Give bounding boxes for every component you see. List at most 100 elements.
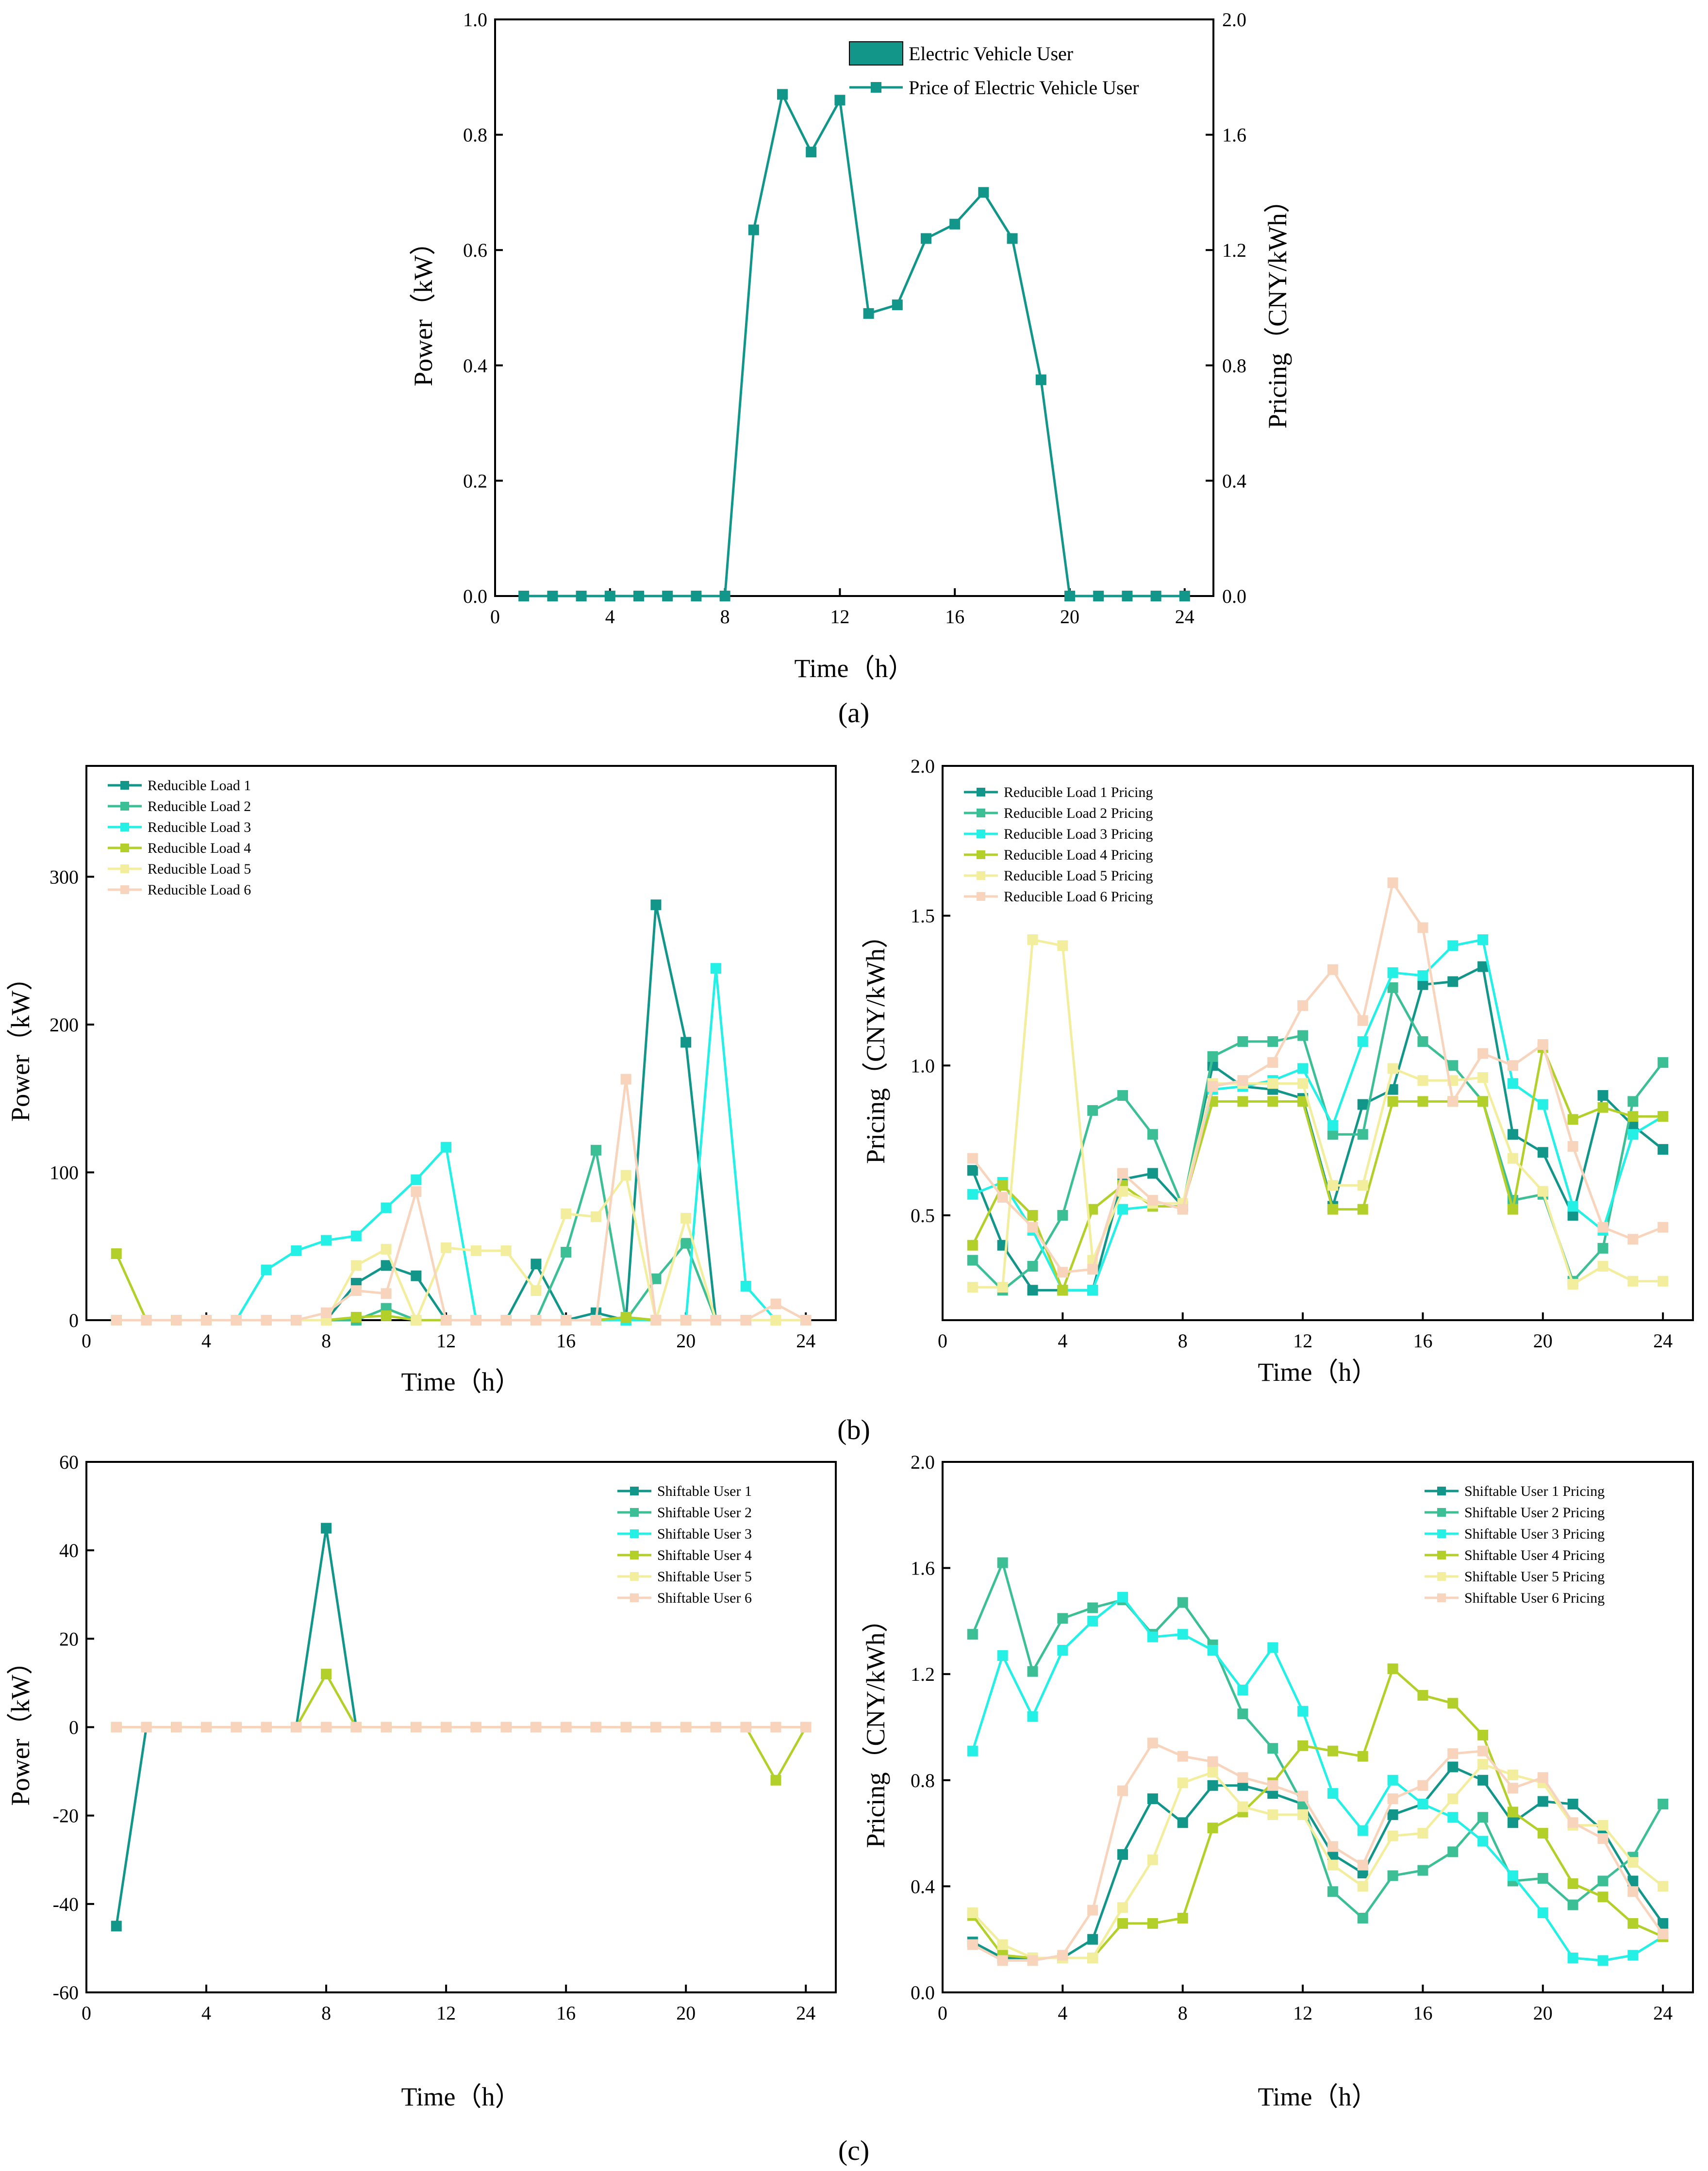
data-point [1567,1201,1578,1212]
data-point [1537,1907,1548,1919]
x-tick-label: 0 [490,606,500,628]
data-point [1207,1081,1218,1092]
panel-label-b: (b) [837,1414,870,1445]
series-line-6 [972,1741,1664,1962]
data-point [1477,961,1489,972]
data-point [1417,1798,1428,1809]
data-point [441,1315,452,1326]
data-point [1417,1690,1428,1701]
legend-marker [630,1572,639,1581]
data-point [381,1722,392,1733]
data-point [719,591,730,601]
data-point [1087,1204,1098,1215]
legend-marker [977,892,985,901]
legend-label: Shiftable User 6 Pricing [1464,1590,1605,1606]
data-point [967,1153,978,1164]
data-point [1147,1918,1158,1929]
data-point [1147,1793,1158,1805]
data-point [740,1722,751,1733]
data-point [1597,1090,1609,1101]
data-point [590,1211,601,1222]
data-point [590,1722,601,1733]
data-point [1417,1865,1428,1876]
data-point [1507,1060,1518,1071]
data-point [350,1722,362,1733]
data-point [1093,591,1104,601]
data-point [1417,1780,1428,1791]
x-tick-label: 16 [1413,2002,1432,2024]
x-tick-label: 12 [830,606,849,628]
data-point [1507,1783,1518,1794]
y-tick-label: 300 [50,866,79,888]
data-point [680,1238,692,1249]
data-point [1237,1075,1248,1086]
x-axis-title: Time（h） [1258,1358,1377,1387]
data-point [1327,1129,1338,1140]
y-tick-label: 0.8 [463,124,487,146]
data-point [1597,1820,1609,1831]
data-point [291,1722,302,1733]
data-point [1387,1809,1398,1820]
data-point [1150,591,1161,601]
data-point [1117,1849,1128,1860]
data-point [1147,1854,1158,1865]
data-point [381,1243,392,1255]
data-point [111,1248,122,1259]
y2-tick-label: 2.0 [1222,9,1246,31]
x-tick-label: 12 [1293,1330,1312,1352]
x-tick-label: 24 [796,1330,815,1352]
legend-label: Reducible Load 1 [148,778,251,794]
data-point [710,963,721,974]
data-point [1387,1830,1398,1841]
y-tick-label: 2.0 [911,755,935,777]
data-point [291,1315,302,1326]
x-tick-label: 8 [321,2002,331,2024]
data-point [171,1315,182,1326]
data-point [1117,1204,1128,1215]
data-point [680,1315,692,1326]
data-point [1087,1905,1098,1916]
data-point [1237,1096,1248,1107]
data-point [381,1310,392,1321]
x-tick-label: 20 [676,2002,696,2024]
data-point [1417,970,1428,981]
data-point [1267,1743,1278,1754]
data-point [1627,1875,1639,1887]
data-point [834,95,846,106]
data-point [800,1722,812,1733]
data-point [1147,1168,1158,1179]
data-point [1357,1015,1368,1026]
data-point [978,187,989,198]
legend-marker [630,1508,639,1517]
legend-label: Shiftable User 3 Pricing [1464,1526,1605,1542]
data-point [1417,979,1428,990]
data-point [1087,1105,1098,1116]
data-point [470,1722,481,1733]
data-point [1567,1114,1578,1125]
legend-marker [871,82,881,93]
data-point [1387,1774,1398,1786]
y-axis-title: Pricing（CNY/kWh） [861,1607,890,1848]
data-point [350,1311,362,1323]
data-point [620,1722,631,1733]
series-line-1 [524,93,1185,597]
y-tick-label: 20 [59,1628,79,1650]
data-point [1567,1141,1578,1152]
data-point [1417,1096,1428,1107]
data-point [1417,1036,1428,1047]
data-point [1387,1870,1398,1881]
data-point [1327,1886,1338,1897]
y2-tick-label: 1.6 [1222,124,1246,146]
data-point [949,218,961,230]
data-point [1387,982,1398,993]
data-point [740,1280,751,1292]
legend-marker [1437,1551,1446,1559]
legend-label: Reducible Load 6 Pricing [1004,889,1153,905]
legend-marker [120,823,129,831]
data-point [561,1246,572,1258]
legend-label: Reducible Load 2 Pricing [1004,805,1153,821]
legend-marker [120,781,129,790]
data-point [1087,1615,1098,1626]
data-point [1327,1859,1338,1871]
